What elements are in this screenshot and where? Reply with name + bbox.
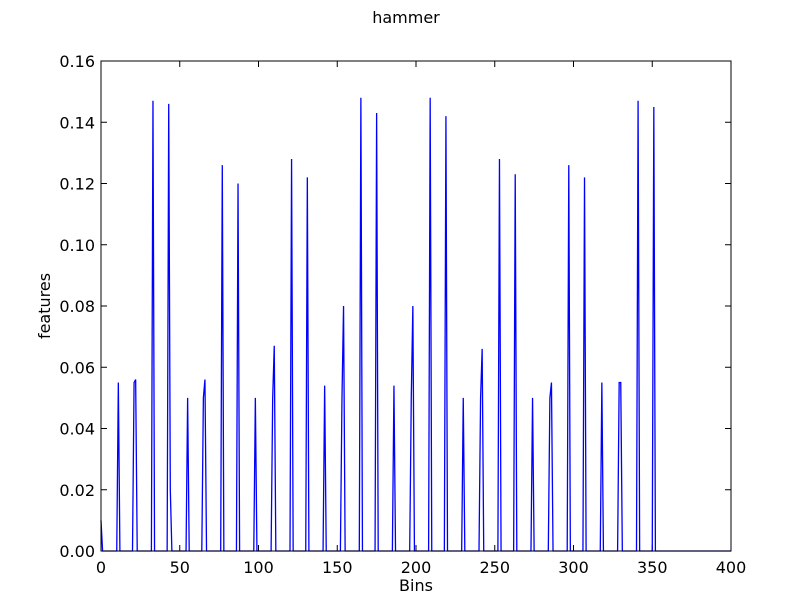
y-tick-label: 0.02 bbox=[59, 481, 95, 500]
plot-frame bbox=[100, 60, 732, 552]
chart-title: hammer bbox=[372, 8, 440, 27]
x-tick-label: 400 bbox=[716, 558, 747, 577]
x-tick-label: 350 bbox=[637, 558, 668, 577]
x-tick-label: 50 bbox=[170, 558, 190, 577]
x-tick-label: 250 bbox=[479, 558, 510, 577]
x-tick-label: 0 bbox=[96, 558, 106, 577]
y-tick-label: 0.08 bbox=[59, 297, 95, 316]
y-axis: 0.00 0.02 0.04 0.06 0.08 0.10 0.12 0.14 0.16 bbox=[59, 52, 731, 561]
y-tick-label: 0.16 bbox=[59, 52, 95, 71]
x-tick-label: 150 bbox=[322, 558, 353, 577]
y-tick-label: 0.04 bbox=[59, 420, 95, 439]
y-tick-label: 0.10 bbox=[59, 236, 95, 255]
series-layer bbox=[100, 97, 731, 552]
y-tick-label: 0.14 bbox=[59, 113, 95, 132]
x-axis: 0 50 100 150 200 250 300 350 400 bbox=[96, 61, 746, 577]
y-tick-label: 0.06 bbox=[59, 358, 95, 377]
x-tick-label: 300 bbox=[558, 558, 589, 577]
x-axis-title: Bins bbox=[399, 576, 433, 595]
series-line bbox=[100, 97, 731, 552]
y-tick-label: 0.00 bbox=[59, 542, 95, 561]
y-axis-title: features bbox=[35, 273, 54, 339]
x-tick-label: 100 bbox=[243, 558, 274, 577]
x-tick-label: 200 bbox=[401, 558, 432, 577]
y-tick-label: 0.12 bbox=[59, 175, 95, 194]
